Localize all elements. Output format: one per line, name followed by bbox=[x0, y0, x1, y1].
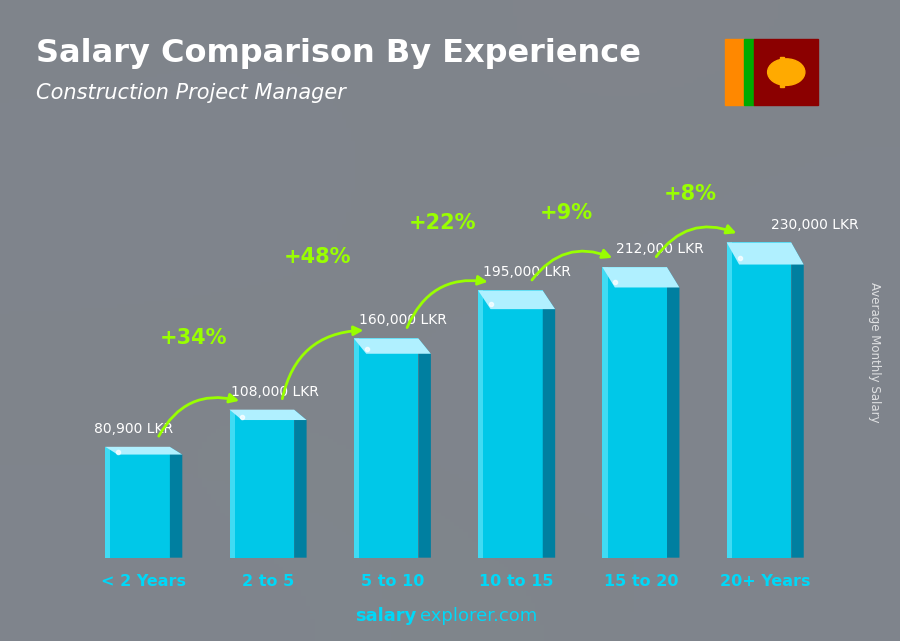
Text: 230,000 LKR: 230,000 LKR bbox=[771, 217, 859, 231]
Bar bbox=[354, 338, 418, 558]
Bar bbox=[743, 39, 754, 105]
Polygon shape bbox=[170, 447, 183, 558]
Text: 80,900 LKR: 80,900 LKR bbox=[94, 422, 173, 436]
Text: Salary Comparison By Experience: Salary Comparison By Experience bbox=[36, 38, 641, 69]
Text: 195,000 LKR: 195,000 LKR bbox=[483, 265, 571, 279]
Polygon shape bbox=[791, 242, 804, 558]
Text: 2 to 5: 2 to 5 bbox=[242, 574, 294, 588]
Text: +8%: +8% bbox=[664, 184, 717, 204]
Bar bbox=[478, 290, 543, 558]
Polygon shape bbox=[354, 338, 431, 354]
Text: +9%: +9% bbox=[540, 203, 593, 223]
Polygon shape bbox=[418, 338, 431, 558]
Text: 160,000 LKR: 160,000 LKR bbox=[359, 313, 446, 328]
Text: +22%: +22% bbox=[409, 213, 476, 233]
Text: 15 to 20: 15 to 20 bbox=[604, 574, 679, 588]
Bar bbox=[354, 338, 359, 558]
Text: Construction Project Manager: Construction Project Manager bbox=[36, 83, 346, 103]
Bar bbox=[105, 447, 170, 558]
Text: explorer.com: explorer.com bbox=[420, 607, 537, 625]
Bar bbox=[754, 39, 818, 105]
Text: 20+ Years: 20+ Years bbox=[720, 574, 811, 588]
Bar bbox=[726, 242, 791, 558]
Polygon shape bbox=[105, 447, 183, 454]
Polygon shape bbox=[478, 290, 555, 309]
Text: +34%: +34% bbox=[160, 328, 227, 348]
Polygon shape bbox=[667, 267, 680, 558]
Text: Average Monthly Salary: Average Monthly Salary bbox=[868, 282, 881, 423]
Bar bbox=[726, 242, 732, 558]
Text: < 2 Years: < 2 Years bbox=[102, 574, 186, 588]
Text: 5 to 10: 5 to 10 bbox=[361, 574, 424, 588]
Bar bbox=[230, 410, 294, 558]
Circle shape bbox=[768, 59, 805, 85]
Polygon shape bbox=[294, 410, 307, 558]
Polygon shape bbox=[543, 290, 555, 558]
Bar bbox=[725, 39, 743, 105]
Text: +48%: +48% bbox=[284, 247, 352, 267]
Text: 108,000 LKR: 108,000 LKR bbox=[230, 385, 319, 399]
Polygon shape bbox=[726, 242, 804, 265]
Bar bbox=[478, 290, 483, 558]
Bar bbox=[230, 410, 235, 558]
Bar bbox=[602, 267, 667, 558]
Bar bbox=[105, 447, 111, 558]
Bar bbox=[602, 267, 608, 558]
Text: 212,000 LKR: 212,000 LKR bbox=[616, 242, 704, 256]
Text: salary: salary bbox=[356, 607, 417, 625]
Polygon shape bbox=[602, 267, 680, 287]
Bar bbox=[780, 58, 784, 87]
Text: 10 to 15: 10 to 15 bbox=[480, 574, 554, 588]
Polygon shape bbox=[230, 410, 307, 420]
